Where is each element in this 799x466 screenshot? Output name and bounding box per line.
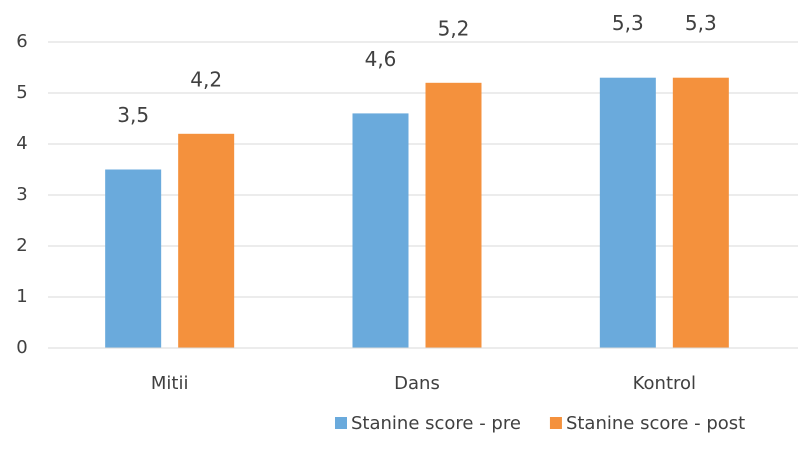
y-tick-label: 5 <box>16 82 27 103</box>
data-label: 3,5 <box>117 103 149 127</box>
data-label: 5,3 <box>612 11 644 35</box>
x-tick-label: Mitii <box>151 373 189 394</box>
bar <box>105 169 162 348</box>
y-tick-label: 6 <box>16 31 27 52</box>
y-tick-label: 1 <box>16 286 27 307</box>
y-tick-label: 2 <box>16 235 27 256</box>
bar <box>599 77 656 348</box>
legend-label: Stanine score - post <box>566 413 745 434</box>
bar <box>425 82 482 349</box>
legend-swatch <box>335 417 347 429</box>
bar <box>178 133 235 348</box>
y-tick-label: 3 <box>16 184 27 205</box>
bar <box>672 77 729 348</box>
data-label: 4,6 <box>365 47 397 71</box>
legend-label: Stanine score - pre <box>351 413 521 434</box>
y-tick-label: 0 <box>16 337 27 358</box>
legend-swatch <box>549 417 562 429</box>
data-label: 5,2 <box>438 16 470 40</box>
x-tick-label: Kontrol <box>633 373 696 394</box>
data-label: 4,2 <box>190 67 222 91</box>
y-tick-label: 4 <box>16 133 27 154</box>
bar <box>352 113 409 349</box>
data-label: 5,3 <box>685 11 717 35</box>
x-tick-label: Dans <box>394 373 440 394</box>
